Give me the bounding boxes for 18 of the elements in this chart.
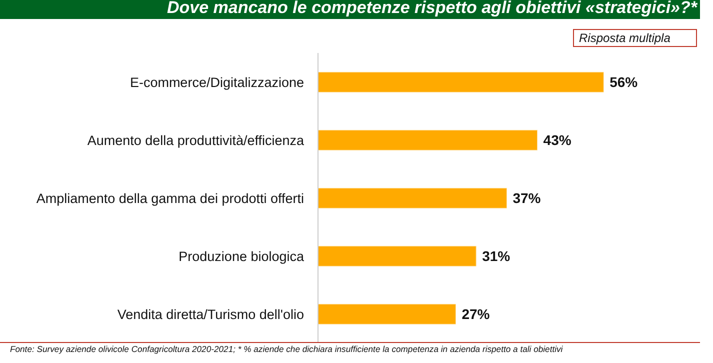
source-note: Fonte: Survey aziende olivicole Confagricoltura 2020-2021; * % aziende che dichiara insufficiente la competenza in azienda rispetto a tali obiettivi xyxy=(10,344,564,354)
y-tick-label: Ampliamento della gamma dei prodotti offerti xyxy=(36,190,304,206)
text: Risposta multipla xyxy=(573,29,697,47)
bar xyxy=(318,304,456,324)
y-tick-label: Vendita diretta/Turismo dell'olio xyxy=(117,306,304,322)
data-label: 27% xyxy=(462,306,490,322)
chart-title: Dove mancano le competenze rispetto agli obiettivi «strategici»?* xyxy=(167,0,697,18)
y-tick-label: Produzione biologica xyxy=(178,248,304,264)
y-tick-label: E-commerce/Digitalizzazione xyxy=(130,74,304,90)
data-label: 56% xyxy=(610,74,638,90)
y-tick-label: Aumento della produttività/efficienza xyxy=(87,132,304,148)
data-label: 37% xyxy=(512,190,542,206)
data-label: 43% xyxy=(543,132,572,148)
data-label: 31% xyxy=(482,248,511,264)
bar xyxy=(318,72,604,92)
bar xyxy=(318,188,507,208)
bar xyxy=(318,246,476,266)
bar xyxy=(318,130,538,150)
